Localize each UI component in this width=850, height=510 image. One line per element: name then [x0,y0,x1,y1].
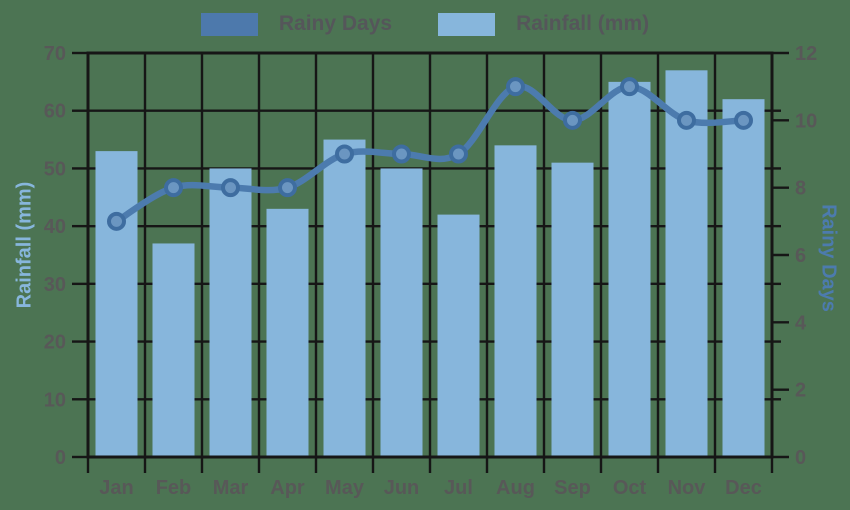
line-point-dec [734,110,753,130]
right-axis-tick-label: 8 [795,178,806,200]
bar-jul [437,214,480,457]
x-tick-label-apr: Apr [270,477,305,499]
x-tick-label-jun: Jun [384,477,420,499]
x-tick-label-feb: Feb [156,477,192,499]
bar-oct [608,81,651,457]
bar-aug [494,145,537,458]
bar-sep [551,162,594,457]
line-point-oct [620,77,639,97]
x-tick-label-jul: Jul [444,477,473,499]
left-axis-tick-label: 60 [44,101,66,123]
bar-apr [266,208,309,457]
left-axis-tick-label: 70 [44,43,66,65]
bar-may [323,139,366,458]
bar-nov [665,70,708,458]
line-point-jun [392,144,411,164]
x-tick-label-mar: Mar [213,477,249,499]
left-axis-title: Rainfall (mm) [13,181,36,309]
legend-label-rainy-days: Rainy Days [278,12,393,35]
right-axis-title: Rainy Days [817,204,840,312]
left-axis-tick-label: 40 [44,216,66,238]
line-point-apr [278,178,297,198]
line-point-may [335,144,354,164]
x-tick-label-aug: Aug [496,477,535,499]
line-point-sep [563,110,582,130]
legend-swatch-rainfall [438,12,496,36]
x-tick-label-nov: Nov [668,477,707,499]
left-axis-tick-label: 10 [44,389,66,411]
right-axis-tick-label: 4 [795,312,807,334]
line-point-mar [221,178,240,198]
line-point-jan [107,211,126,231]
x-tick-label-may: May [325,477,365,499]
legend-swatch-rainy-days [200,12,258,36]
right-axis-tick-label: 10 [795,110,817,132]
right-axis-tick-label: 6 [795,245,806,267]
line-point-aug [506,77,525,97]
legend-item-rainfall[interactable]: Rainfall (mm) [438,12,649,36]
right-axis-tick-label: 12 [795,43,817,65]
line-point-nov [677,110,696,130]
right-axis-tick-label: 0 [795,447,806,469]
left-axis-tick-label: 30 [44,274,66,296]
x-tick-label-jan: Jan [99,477,133,499]
right-axis-tick-label: 2 [795,380,806,402]
left-axis-tick-label: 20 [44,332,66,354]
line-point-jul [449,144,468,164]
left-axis-tick-label: 50 [44,158,66,180]
bar-dec [722,99,765,458]
bar-mar [209,168,252,457]
x-tick-label-sep: Sep [554,477,591,499]
bar-feb [152,243,195,457]
left-axis-tick-label: 0 [55,447,66,469]
legend-label-rainfall: Rainfall (mm) [516,12,650,35]
line-point-feb [164,178,183,198]
x-tick-label-oct: Oct [613,477,647,499]
legend-item-rainy-days[interactable]: Rainy Days [200,12,393,36]
x-tick-label-dec: Dec [725,477,762,499]
bar-jun [380,168,423,457]
bar-jan [95,151,138,457]
chart-legend: Rainy Days Rainfall (mm) [0,12,850,36]
